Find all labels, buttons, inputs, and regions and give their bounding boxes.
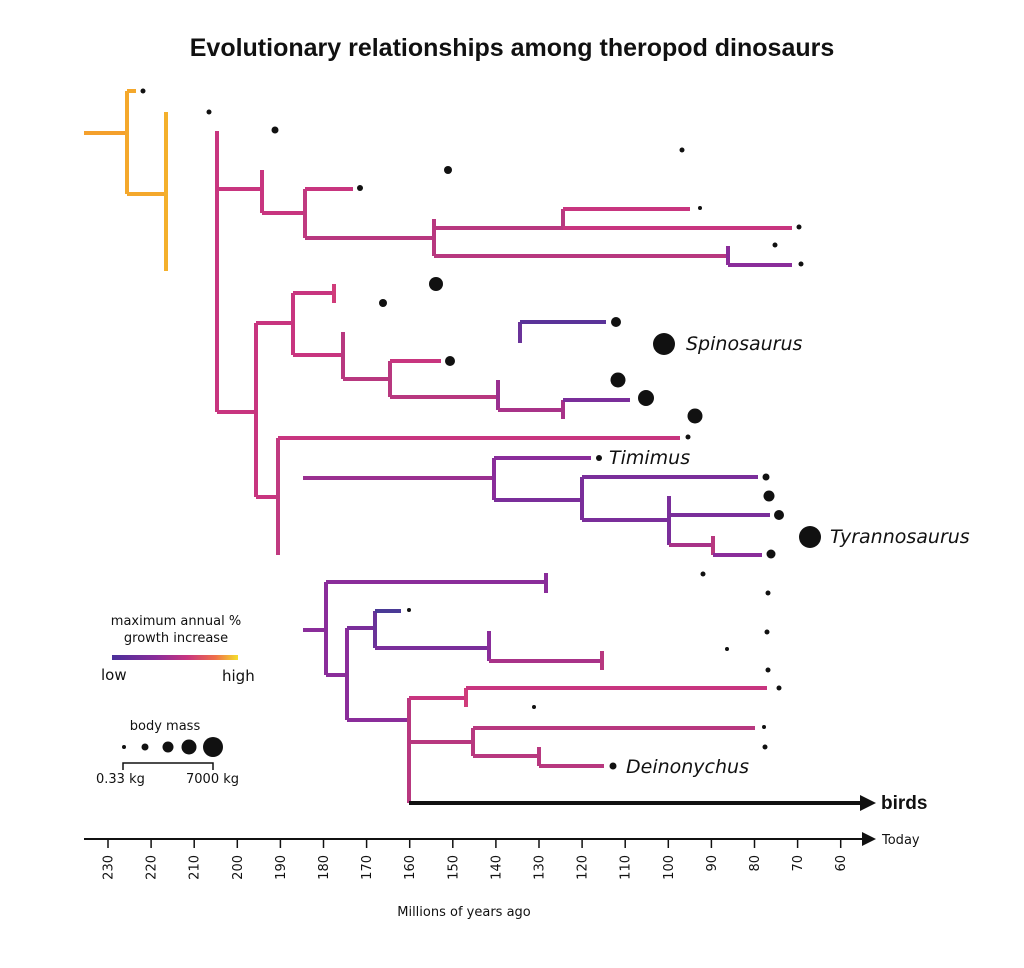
mass-dot bbox=[762, 725, 766, 729]
mass-dot bbox=[774, 510, 784, 520]
axis-tick-label: 220 bbox=[145, 855, 160, 880]
mass-dot bbox=[532, 705, 536, 709]
mass-dot bbox=[700, 571, 706, 577]
mass-dot bbox=[206, 109, 212, 115]
body-mass-dots bbox=[140, 88, 821, 770]
mass-dot bbox=[610, 372, 626, 388]
axis-tick-label: 200 bbox=[231, 855, 246, 880]
mass-legend-bracket bbox=[122, 762, 214, 770]
axis-tick-label: 60 bbox=[834, 855, 849, 872]
growth-color-scale bbox=[112, 655, 238, 660]
figure-title: Evolutionary relationships among theropo… bbox=[190, 34, 835, 62]
mass-dot bbox=[357, 185, 363, 191]
mass-dot bbox=[765, 667, 771, 673]
mass-dot bbox=[762, 473, 770, 481]
axis-tick-label: 230 bbox=[102, 855, 117, 880]
axis-tick-label: 130 bbox=[533, 855, 548, 880]
mass-dot bbox=[766, 549, 776, 559]
mass-dot bbox=[638, 390, 654, 406]
mass-dot bbox=[798, 261, 804, 267]
mass-dot bbox=[140, 88, 146, 94]
mass-dot bbox=[687, 408, 703, 424]
time-axis-ticks: 230 220 210 200 190 180 170 160 150 140 130 120 110 1… bbox=[102, 839, 849, 880]
mass-legend-dot-3 bbox=[162, 741, 174, 753]
label-timimus: Timimus bbox=[609, 447, 690, 469]
growth-legend: maximum annual % growth increase low hig… bbox=[101, 614, 255, 685]
time-axis-arrow bbox=[862, 832, 876, 846]
birds-arrow-head bbox=[860, 795, 876, 811]
time-axis-today: Today bbox=[881, 833, 920, 848]
mass-legend-dot-2 bbox=[141, 743, 149, 751]
axis-tick-label: 190 bbox=[274, 855, 289, 880]
mass-dot bbox=[762, 744, 768, 750]
mass-dot bbox=[796, 224, 802, 230]
axis-tick-label: 180 bbox=[317, 855, 332, 880]
growth-legend-title-line1: maximum annual % bbox=[111, 614, 241, 629]
mass-dot bbox=[611, 317, 621, 327]
mass-dot bbox=[444, 166, 452, 174]
axis-tick-label: 90 bbox=[705, 855, 720, 872]
spinosaurus-mass-dot bbox=[653, 333, 675, 355]
mass-dot bbox=[725, 647, 729, 651]
axis-tick-label: 100 bbox=[662, 855, 677, 880]
label-birds: birds bbox=[881, 793, 927, 814]
axis-tick-label: 70 bbox=[791, 855, 806, 872]
mass-dot bbox=[407, 608, 411, 612]
mass-dot bbox=[271, 126, 279, 134]
mass-dot bbox=[429, 277, 443, 291]
label-deinonychus: Deinonychus bbox=[626, 756, 749, 778]
label-spinosaurus: Spinosaurus bbox=[686, 333, 803, 355]
mass-dot bbox=[679, 147, 685, 153]
axis-tick-label: 120 bbox=[576, 855, 591, 880]
mass-dot bbox=[764, 629, 770, 635]
mass-dot bbox=[776, 685, 782, 691]
mass-dot bbox=[763, 490, 775, 502]
body-mass-legend: body mass 0.33 kg 7000 kg bbox=[96, 719, 239, 787]
timimus-mass-dot bbox=[596, 455, 602, 461]
axis-tick-label: 140 bbox=[489, 855, 504, 880]
axis-tick-label: 170 bbox=[360, 855, 375, 880]
mass-dot bbox=[772, 242, 778, 248]
tyrannosaurus-mass-dot bbox=[799, 526, 821, 548]
growth-legend-title-line2: growth increase bbox=[124, 631, 228, 646]
mass-legend-max: 7000 kg bbox=[186, 772, 239, 787]
mass-dot bbox=[445, 356, 455, 366]
time-axis-title: Millions of years ago bbox=[397, 905, 531, 920]
axis-tick-label: 160 bbox=[403, 855, 418, 880]
deinonychus-mass-dot bbox=[609, 762, 617, 770]
mass-dot bbox=[765, 590, 771, 596]
mass-legend-min: 0.33 kg bbox=[96, 772, 145, 787]
time-axis: Today 230 220 210 200 190 180 170 160 150 140 130 1… bbox=[84, 832, 920, 920]
axis-tick-label: 110 bbox=[619, 855, 634, 880]
birds-lineage bbox=[409, 795, 876, 811]
axis-tick-label: 80 bbox=[748, 855, 763, 872]
axis-tick-label: 150 bbox=[446, 855, 461, 880]
mass-dot bbox=[698, 206, 702, 210]
growth-legend-high: high bbox=[222, 667, 255, 685]
label-tyrannosaurus: Tyrannosaurus bbox=[830, 526, 970, 548]
mass-dot bbox=[685, 434, 691, 440]
mass-legend-title: body mass bbox=[130, 719, 201, 734]
mass-dot bbox=[379, 299, 387, 307]
mass-legend-dot-1 bbox=[122, 745, 126, 749]
mass-legend-dot-4 bbox=[181, 739, 197, 755]
phylogenetic-tree bbox=[84, 89, 795, 803]
growth-legend-low: low bbox=[101, 666, 127, 684]
axis-tick-label: 210 bbox=[188, 855, 203, 880]
mass-legend-dot-5 bbox=[203, 737, 223, 757]
